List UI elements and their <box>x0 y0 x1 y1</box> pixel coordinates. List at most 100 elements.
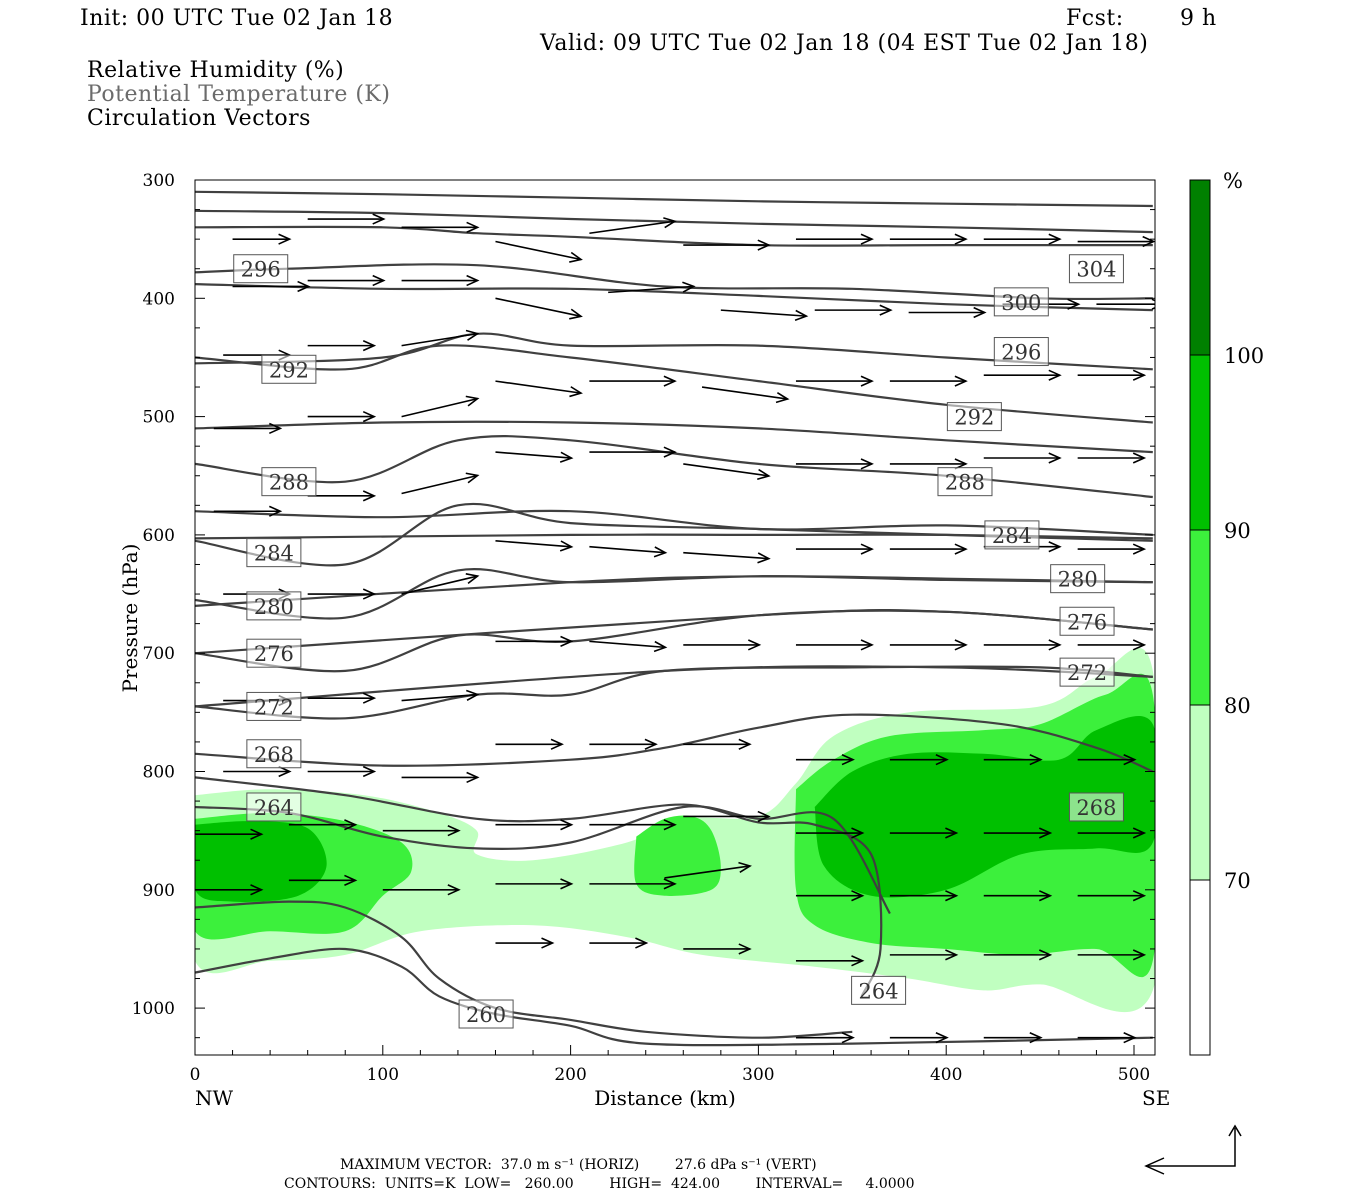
circulation-vector <box>608 281 696 294</box>
theta-label-272: 272 <box>1059 657 1115 687</box>
circulation-vector <box>983 949 1053 961</box>
svg-text:276: 276 <box>1067 610 1107 634</box>
circulation-vector <box>889 754 949 766</box>
theta-contour <box>195 575 1153 607</box>
x-tick-label: 500 <box>1118 1065 1150 1085</box>
circulation-vector <box>1077 1032 1137 1044</box>
svg-text:304: 304 <box>1076 258 1116 282</box>
circulation-vector <box>683 943 752 955</box>
circulation-vector <box>195 884 264 896</box>
circulation-vector <box>401 472 480 495</box>
svg-text:288: 288 <box>945 471 985 495</box>
circulation-vector <box>889 375 968 387</box>
circulation-vector <box>307 588 377 600</box>
svg-text:288: 288 <box>269 471 309 495</box>
circulation-vector <box>307 274 386 287</box>
svg-text:276: 276 <box>254 642 294 666</box>
svg-text:296: 296 <box>1001 341 1041 365</box>
y-axis-title: Pressure (hPa) <box>118 544 142 693</box>
circulation-vector <box>589 446 677 458</box>
reference-vector-icon <box>1144 1124 1242 1175</box>
svg-text:292: 292 <box>954 406 994 430</box>
circulation-vector <box>495 738 564 750</box>
circulation-vector <box>983 754 1043 766</box>
theta-label-304: 304 <box>1068 254 1124 284</box>
circulation-vector <box>382 825 461 837</box>
circulation-vector <box>1077 827 1147 839</box>
valid-time: Valid: 09 UTC Tue 02 Jan 18 (04 EST Tue … <box>540 31 1149 56</box>
circulation-vector <box>701 386 790 404</box>
svg-text:272: 272 <box>1067 661 1107 685</box>
field-relative-humidity: Relative Humidity (%) <box>87 58 345 83</box>
circulation-vector <box>195 828 264 840</box>
circulation-vector <box>683 239 771 251</box>
theta-label-300: 300 <box>993 287 1049 317</box>
colorbar-segment <box>1190 705 1210 880</box>
circulation-vector <box>1077 543 1147 555</box>
theta-label-268: 268 <box>1068 792 1124 822</box>
circulation-vector <box>589 937 649 949</box>
theta-label-272: 272 <box>246 691 302 721</box>
y-tick-label: 300 <box>143 171 175 191</box>
forecast-label: Fcst: <box>1066 6 1124 31</box>
svg-text:264: 264 <box>859 979 899 1003</box>
circulation-vector <box>889 949 959 961</box>
circulation-vector <box>401 329 480 347</box>
contour-labels: 304 296 300 292 296 292 288 288 284 284 280 280 276 2… <box>233 254 1124 1029</box>
circulation-vector <box>401 274 480 287</box>
theta-label-296: 296 <box>233 254 289 284</box>
circulation-vector <box>495 240 583 263</box>
rh-region-80-90 <box>634 815 721 896</box>
field-circulation-vectors: Circulation Vectors <box>87 106 311 131</box>
svg-text:272: 272 <box>254 695 294 719</box>
x-tick-label: 400 <box>930 1065 962 1085</box>
circulation-vector <box>495 878 574 890</box>
y-tick-label: 1000 <box>132 999 175 1019</box>
y-tick-label: 600 <box>143 526 175 546</box>
circulation-vector <box>795 1032 855 1044</box>
circulation-vector <box>795 543 874 555</box>
colorbar-frame <box>1189 179 1211 1056</box>
svg-text:284: 284 <box>254 542 294 566</box>
y-tick-label: 900 <box>143 881 175 901</box>
circulation-vector <box>1077 890 1147 902</box>
svg-text:296: 296 <box>241 258 281 282</box>
circulation-vector <box>889 543 968 555</box>
circulation-vector <box>382 884 461 896</box>
circulation-vector <box>683 639 762 651</box>
rh-region-90-100 <box>814 716 1155 898</box>
y-tick-label: 800 <box>143 763 175 783</box>
theta-label-292: 292 <box>261 354 317 384</box>
circulation-vector <box>795 458 874 470</box>
circulation-vector <box>401 395 480 418</box>
theta-contour <box>195 332 1153 371</box>
circulation-vector <box>683 463 771 481</box>
circulation-vector <box>983 890 1053 902</box>
relative-humidity-shading <box>195 647 1155 1013</box>
theta-contour <box>195 283 1153 312</box>
field-potential-temperature: Potential Temperature (K) <box>87 82 391 107</box>
theta-label-288: 288 <box>937 467 993 497</box>
y-tick-label: 500 <box>143 408 175 428</box>
circulation-vector <box>589 545 668 558</box>
svg-text:292: 292 <box>269 358 309 382</box>
circulation-vector <box>495 819 574 831</box>
colorbar-label: 70 <box>1224 869 1251 893</box>
svg-text:268: 268 <box>254 743 294 767</box>
y-tick-label: 400 <box>143 289 175 309</box>
circulation-vector <box>288 874 358 886</box>
circulation-vector <box>889 1032 949 1044</box>
circulation-vector <box>495 540 574 552</box>
theta-contour <box>195 608 1153 655</box>
circulation-vector <box>495 380 583 398</box>
circulation-vector <box>307 410 377 423</box>
theta-label-288: 288 <box>261 467 317 497</box>
theta-contour <box>195 190 1153 208</box>
circulation-vector <box>495 297 583 320</box>
theta-contour <box>195 225 1153 247</box>
circulation-vector <box>983 639 1062 651</box>
y-tick-label: 700 <box>143 644 175 664</box>
theta-label-280: 280 <box>246 591 302 621</box>
potential-temperature-contours <box>195 190 1154 1047</box>
circulation-vector <box>213 505 283 517</box>
